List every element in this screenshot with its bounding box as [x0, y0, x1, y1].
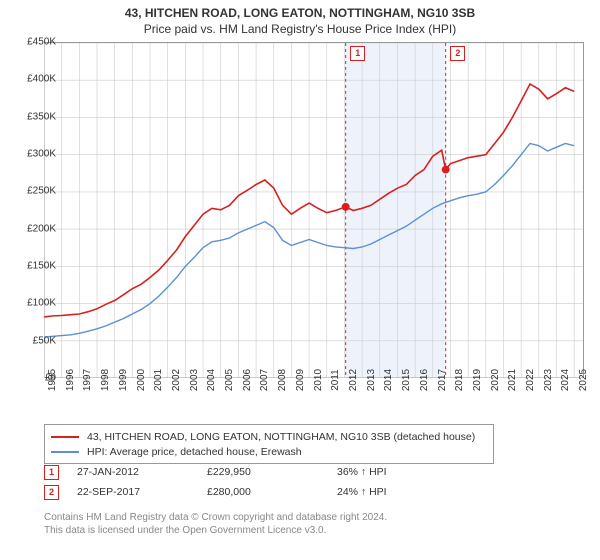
x-tick-label: 2003 — [189, 369, 200, 391]
x-tick-label: 1999 — [118, 369, 129, 391]
footer-line: This data is licensed under the Open Gov… — [44, 525, 387, 538]
x-tick-label: 2010 — [313, 369, 324, 391]
marker-date: 22-SEP-2017 — [77, 486, 207, 498]
y-tick-label: £300K — [27, 149, 56, 160]
x-tick-label: 2002 — [171, 369, 182, 391]
y-tick-label: £250K — [27, 186, 56, 197]
legend-label: 43, HITCHEN ROAD, LONG EATON, NOTTINGHAM… — [87, 431, 475, 443]
x-tick-label: 2006 — [242, 369, 253, 391]
plot-marker-square: 1 — [350, 46, 365, 61]
y-tick-label: £50K — [33, 335, 56, 346]
marker-square: 1 — [44, 465, 59, 480]
chart-svg — [44, 43, 583, 378]
chart-area — [44, 42, 584, 378]
x-tick-label: 2007 — [259, 369, 270, 391]
x-tick-label: 2011 — [330, 369, 341, 391]
legend-row: HPI: Average price, detached house, Erew… — [51, 444, 487, 459]
legend: 43, HITCHEN ROAD, LONG EATON, NOTTINGHAM… — [44, 424, 494, 464]
x-tick-label: 2016 — [419, 369, 430, 391]
title-address: 43, HITCHEN ROAD, LONG EATON, NOTTINGHAM… — [0, 6, 600, 20]
y-tick-label: £350K — [27, 111, 56, 122]
x-tick-label: 2018 — [454, 369, 465, 391]
plot-marker-square: 2 — [450, 46, 465, 61]
footer: Contains HM Land Registry data © Crown c… — [44, 512, 387, 537]
x-tick-label: 2019 — [472, 369, 483, 391]
x-tick-label: 2009 — [295, 369, 306, 391]
markers-table: 1 27-JAN-2012 £229,950 36% ↑ HPI 2 22-SE… — [44, 462, 467, 502]
title-subtitle: Price paid vs. HM Land Registry's House … — [0, 22, 600, 36]
legend-row: 43, HITCHEN ROAD, LONG EATON, NOTTINGHAM… — [51, 429, 487, 444]
y-tick-label: £400K — [27, 74, 56, 85]
y-tick-label: £450K — [27, 37, 56, 48]
x-tick-label: 2022 — [525, 369, 536, 391]
y-tick-label: £150K — [27, 261, 56, 272]
x-tick-label: 2001 — [153, 369, 164, 391]
marker-date: 27-JAN-2012 — [77, 466, 207, 478]
y-tick-label: £200K — [27, 223, 56, 234]
x-tick-label: 2013 — [366, 369, 377, 391]
legend-swatch — [51, 451, 79, 453]
x-tick-label: 2012 — [348, 369, 359, 391]
x-tick-label: 2017 — [437, 369, 448, 391]
x-tick-label: 1996 — [65, 369, 76, 391]
x-tick-label: 2023 — [543, 369, 554, 391]
marker-square: 2 — [44, 485, 59, 500]
y-tick-label: £100K — [27, 298, 56, 309]
x-tick-label: 2014 — [383, 369, 394, 391]
x-tick-label: 2004 — [206, 369, 217, 391]
x-tick-label: 2000 — [136, 369, 147, 391]
x-tick-label: 2005 — [224, 369, 235, 391]
x-tick-label: 2024 — [560, 369, 571, 391]
x-tick-label: 2020 — [490, 369, 501, 391]
marker-delta: 24% ↑ HPI — [337, 486, 467, 498]
x-tick-label: 2015 — [401, 369, 412, 391]
x-tick-label: 2008 — [277, 369, 288, 391]
table-row: 2 22-SEP-2017 £280,000 24% ↑ HPI — [44, 482, 467, 502]
legend-swatch — [51, 436, 79, 438]
table-row: 1 27-JAN-2012 £229,950 36% ↑ HPI — [44, 462, 467, 482]
legend-label: HPI: Average price, detached house, Erew… — [87, 446, 302, 458]
x-tick-label: 1997 — [82, 369, 93, 391]
titles: 43, HITCHEN ROAD, LONG EATON, NOTTINGHAM… — [0, 0, 600, 36]
x-tick-label: 2021 — [507, 369, 518, 391]
x-tick-label: 1995 — [47, 369, 58, 391]
marker-price: £229,950 — [207, 466, 337, 478]
chart-container: 43, HITCHEN ROAD, LONG EATON, NOTTINGHAM… — [0, 0, 600, 560]
x-tick-label: 2025 — [578, 369, 589, 391]
marker-price: £280,000 — [207, 486, 337, 498]
x-tick-label: 1998 — [100, 369, 111, 391]
footer-line: Contains HM Land Registry data © Crown c… — [44, 512, 387, 525]
marker-delta: 36% ↑ HPI — [337, 466, 467, 478]
